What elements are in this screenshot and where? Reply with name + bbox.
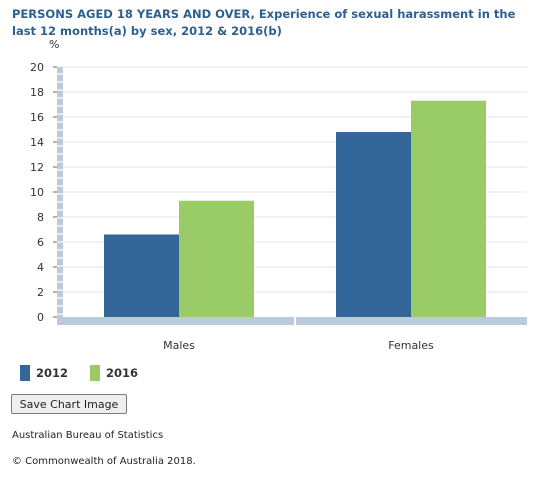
y-tick-label: 6 [37, 236, 44, 249]
y-tick-label: 12 [30, 161, 44, 174]
bar-males-2016[interactable] [179, 200, 254, 317]
y-tick-label: 0 [37, 311, 44, 324]
axes [57, 67, 527, 325]
bar-males-2012[interactable] [104, 234, 179, 318]
legend-swatch-2016 [90, 365, 100, 381]
y-tick-labels: 0 2 4 6 8 10 12 14 16 18 20 [30, 61, 57, 324]
y-tick-label: 8 [37, 211, 44, 224]
legend-item-2016[interactable]: 2016 [90, 365, 138, 381]
y-axis-line [57, 67, 63, 325]
bar-females-2012[interactable] [336, 132, 411, 317]
chart-title: PERSONS AGED 18 YEARS AND OVER, Experien… [12, 7, 516, 38]
legend-label-2012: 2012 [36, 366, 69, 380]
y-tick-label: 4 [37, 261, 44, 274]
y-tick-label: 2 [37, 286, 44, 299]
y-axis-unit-label: % [49, 38, 60, 51]
x-tick-label: Females [388, 339, 434, 352]
bar-females-2016[interactable] [411, 100, 486, 317]
y-tick-label: 14 [30, 136, 44, 149]
y-tick-label: 16 [30, 111, 44, 124]
y-tick-label: 10 [30, 186, 44, 199]
copyright-text: © Commonwealth of Australia 2018. [12, 456, 196, 467]
bars [104, 100, 486, 318]
source-text: Australian Bureau of Statistics [12, 430, 164, 441]
save-chart-image-button[interactable]: Save Chart Image [11, 394, 127, 414]
legend-item-2012[interactable]: 2012 [20, 365, 68, 381]
x-axis-line [57, 317, 527, 325]
y-tick-label: 18 [30, 86, 44, 99]
legend-swatch-2012 [20, 365, 30, 381]
x-tick-labels: Males Females [163, 339, 434, 352]
legend-label-2016: 2016 [106, 366, 139, 380]
y-tick-label: 20 [30, 61, 44, 74]
x-tick-label: Males [163, 339, 195, 352]
